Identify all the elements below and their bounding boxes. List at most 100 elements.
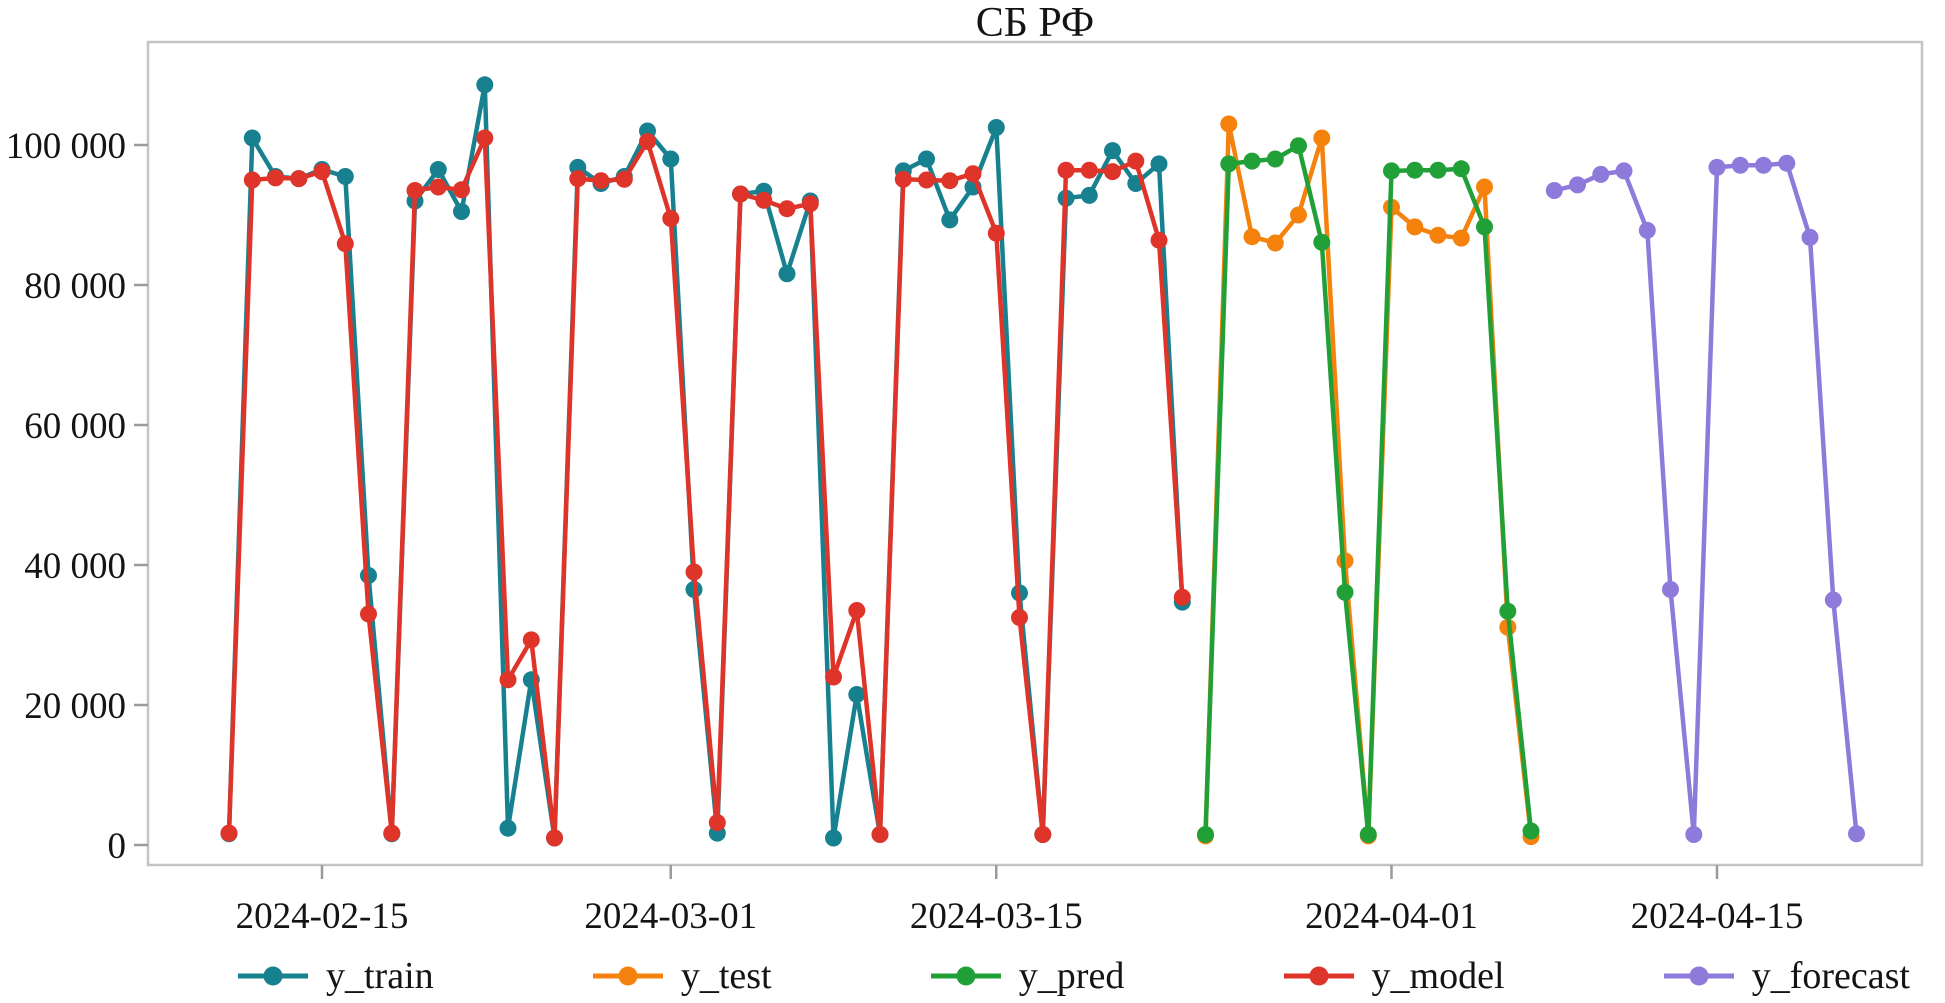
series-marker-y_forecast <box>1755 156 1772 174</box>
series-marker-y_model <box>662 210 680 227</box>
series-marker-y_model <box>290 170 308 188</box>
series-marker-y_train <box>243 129 261 147</box>
series-marker-y_pred <box>1197 826 1214 843</box>
series-marker-y_pred <box>1522 822 1540 840</box>
chart-title: СБ РФ <box>975 0 1095 46</box>
series-marker-y_test <box>1406 218 1424 236</box>
series-marker-y_model <box>476 129 494 147</box>
series-marker-y_model <box>499 671 517 689</box>
y-tick-label: 40 000 <box>24 546 126 587</box>
series-marker-y_pred <box>1220 155 1238 173</box>
series-marker-y_model <box>406 182 424 199</box>
series-marker-y_pred <box>1290 137 1307 155</box>
series-marker-y_model <box>987 224 1005 242</box>
series-marker-y_forecast <box>1545 182 1563 199</box>
series-marker-y_model <box>546 829 563 847</box>
legend-label-y_forecast: y_forecast <box>1751 955 1910 997</box>
series-marker-y_pred <box>1406 161 1424 179</box>
series-marker-y_pred <box>1313 233 1331 251</box>
y-tick-label: 100 000 <box>6 126 126 167</box>
series-marker-y_test <box>1476 178 1493 196</box>
series-line-y_model <box>226 135 1185 841</box>
series-marker-y_model <box>592 172 610 190</box>
series-marker-y_model <box>732 185 749 203</box>
series-marker-y_forecast <box>1708 158 1726 176</box>
legend-swatch-y_forecast <box>1663 966 1734 986</box>
series-marker-y_train <box>499 819 517 837</box>
y-tick-label: 80 000 <box>24 266 126 307</box>
series-marker-y_model <box>1034 826 1052 843</box>
series-marker-y_train <box>825 829 842 847</box>
legend: y_train y_test y_pred y_model y_forecast <box>235 951 1910 1001</box>
series-marker-y_train <box>1150 155 1168 173</box>
series-marker-y_test <box>1429 226 1447 244</box>
series-marker-y_train <box>848 686 866 703</box>
series-marker-y_model <box>639 133 656 150</box>
series-marker-y_test <box>1266 234 1284 252</box>
series-marker-y_train <box>918 150 935 168</box>
series-marker-y_model <box>1011 609 1028 626</box>
series-marker-y_pred <box>1336 583 1354 601</box>
series-marker-y_model <box>685 563 703 581</box>
y-tick-label: 0 <box>108 826 127 867</box>
series-marker-y_forecast <box>1801 228 1819 246</box>
series-marker-y_pred <box>1499 602 1517 620</box>
series-marker-y_train <box>941 211 959 229</box>
series-marker-y_model <box>220 824 238 842</box>
series-marker-y_model <box>964 165 982 183</box>
series-marker-y_forecast <box>1848 825 1865 843</box>
series-marker-y_model <box>708 814 726 832</box>
series-marker-y_forecast <box>1638 221 1656 239</box>
series-marker-y_forecast <box>1592 165 1610 183</box>
series-marker-y_model <box>941 172 959 190</box>
series-marker-y_model <box>1057 161 1075 179</box>
series-marker-y_model <box>429 178 447 196</box>
series-marker-y_pred <box>1266 150 1284 168</box>
legend-item-y_model: y_model <box>1281 954 1505 998</box>
legend-swatch-y_test <box>592 966 663 986</box>
series-marker-y_model <box>1104 163 1121 181</box>
series-marker-y_model <box>871 826 889 843</box>
legend-label-y_pred: y_pred <box>1018 955 1125 997</box>
legend-label-y_model: y_model <box>1371 955 1505 997</box>
legend-swatch-y_model <box>1283 966 1354 986</box>
series-marker-y_train <box>453 203 470 220</box>
legend-item-y_pred: y_pred <box>928 954 1125 998</box>
series-marker-y_forecast <box>1615 162 1633 180</box>
series-marker-y_model <box>1127 152 1145 170</box>
series-marker-y_model <box>1173 588 1191 606</box>
series-marker-y_pred <box>1429 161 1447 179</box>
series-marker-y_test <box>1313 129 1331 147</box>
series-marker-y_model <box>801 195 819 213</box>
series-marker-y_model <box>825 668 842 686</box>
series-marker-y_train <box>1104 142 1121 160</box>
series-marker-y_model <box>267 169 284 187</box>
series-marker-y_forecast <box>1685 826 1703 843</box>
series-marker-y_model <box>615 170 633 188</box>
x-tick-label: 2024-02-15 <box>236 896 409 937</box>
series-marker-y_train <box>476 76 494 94</box>
series-marker-y_test <box>1452 229 1470 247</box>
series-marker-y_train <box>778 265 796 283</box>
series-marker-y_model <box>755 191 773 209</box>
series-marker-y_model <box>336 235 354 253</box>
series-marker-y_model <box>894 170 912 188</box>
series-marker-y_pred <box>1243 152 1261 170</box>
legend-item-y_forecast: y_forecast <box>1661 954 1910 998</box>
series-marker-y_pred <box>1359 826 1377 843</box>
series-marker-y_model <box>1150 231 1168 249</box>
series-marker-y_model <box>313 163 331 181</box>
legend-item-y_train: y_train <box>235 954 434 998</box>
legend-label-y_test: y_test <box>680 955 772 997</box>
series-marker-y_train <box>336 168 354 185</box>
x-tick-label: 2024-04-01 <box>1305 896 1478 937</box>
series-marker-y_test <box>1220 115 1238 133</box>
series-marker-y_test <box>1290 206 1307 224</box>
series-marker-y_model <box>918 171 935 189</box>
series-marker-y_forecast <box>1569 176 1586 194</box>
series-marker-y_model <box>383 824 401 842</box>
series-marker-y_model <box>360 605 377 623</box>
x-tick-label: 2024-04-15 <box>1631 896 1804 937</box>
y-tick-label: 60 000 <box>24 406 126 447</box>
series-marker-y_forecast <box>1731 156 1749 174</box>
